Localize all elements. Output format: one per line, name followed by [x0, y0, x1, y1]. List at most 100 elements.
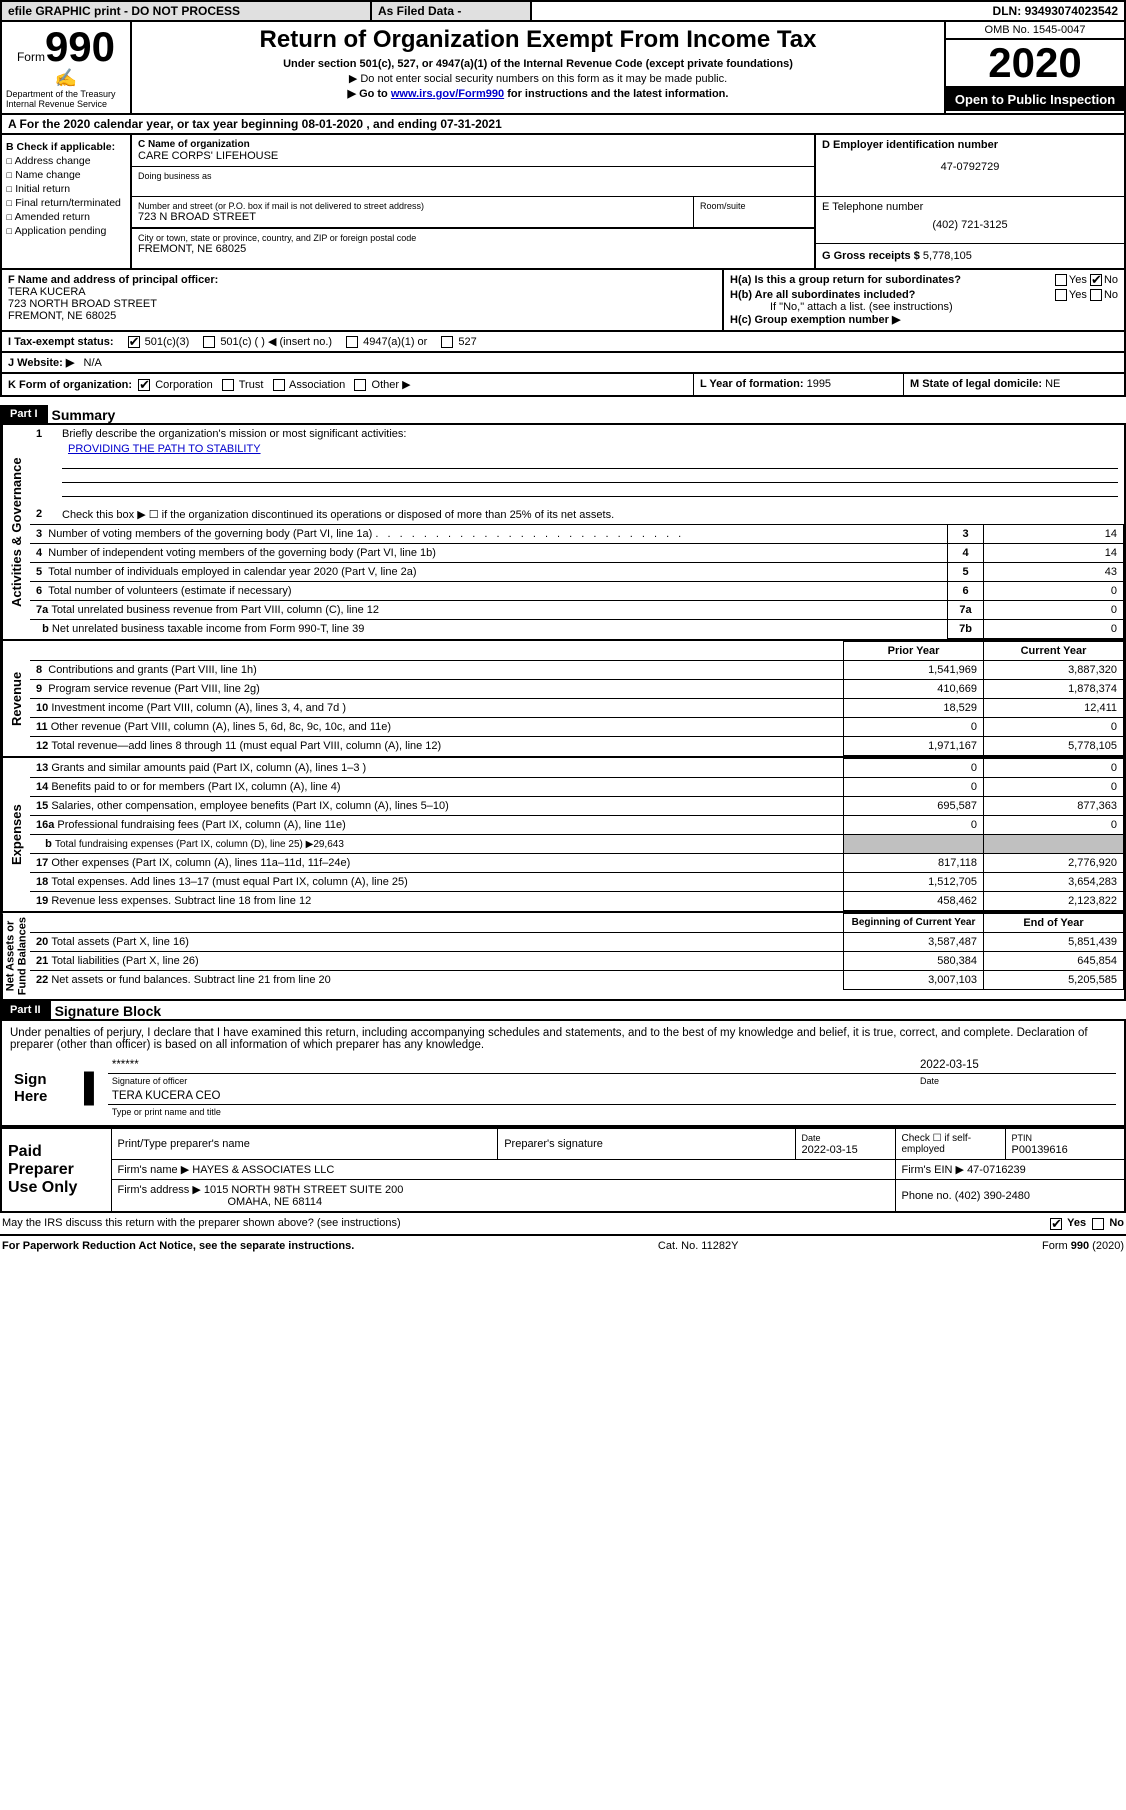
part-1-title: Summary — [52, 407, 116, 423]
room-label: Room/suite — [700, 201, 808, 211]
line-7a-text: Total unrelated business revenue from Pa… — [51, 604, 379, 616]
line-5-text: Total number of individuals employed in … — [48, 566, 416, 578]
phone-label: E Telephone number — [822, 201, 1118, 213]
net-assets-block: Net Assets or Fund Balances Beginning of… — [0, 913, 1126, 1001]
signature-block: Under penalties of perjury, I declare th… — [0, 1021, 1126, 1127]
paid-preparer-label: Paid Preparer Use Only — [1, 1128, 111, 1212]
paperwork-notice: For Paperwork Reduction Act Notice, see … — [2, 1240, 354, 1252]
discuss-yes-checkbox[interactable] — [1050, 1218, 1062, 1230]
checkbox-initial-return[interactable]: ☐ Initial return — [6, 183, 126, 195]
header-right: OMB No. 1545-0047 2020 Open to Public In… — [944, 22, 1124, 113]
footer-row: For Paperwork Reduction Act Notice, see … — [0, 1234, 1126, 1254]
hb-label: H(b) Are all subordinates included? — [730, 289, 915, 301]
mission-link[interactable]: PROVIDING THE PATH TO STABILITY — [68, 443, 261, 455]
type-name-label: Type or print name and title — [108, 1105, 1116, 1120]
line-3-text: Number of voting members of the governin… — [48, 528, 372, 540]
part-2-title: Signature Block — [55, 1003, 162, 1019]
tax-exempt-status: I Tax-exempt status: 501(c)(3) 501(c) ( … — [0, 332, 1126, 353]
ha-label: H(a) Is this a group return for subordin… — [730, 274, 961, 286]
line-2-text: Check this box ▶ ☐ if the organization d… — [62, 508, 1118, 521]
prep-date: 2022-03-15 — [802, 1144, 858, 1156]
header-sub1: Under section 501(c), 527, or 4947(a)(1)… — [142, 58, 934, 70]
sig-officer-label: Signature of officer — [108, 1074, 916, 1089]
line-6-text: Total number of volunteers (estimate if … — [48, 585, 291, 597]
form-footer: Form 990 (2020) — [1042, 1240, 1124, 1252]
side-label-activities: Activities & Governance — [2, 425, 30, 639]
ha-no-checkbox[interactable] — [1090, 274, 1102, 286]
goto-suffix: for instructions and the latest informat… — [504, 88, 728, 100]
principal-officer: F Name and address of principal officer:… — [2, 270, 724, 330]
ptin-label: PTIN — [1012, 1133, 1033, 1143]
value-5: 43 — [984, 563, 1124, 582]
beginning-header: Beginning of Current Year — [844, 914, 984, 933]
hb-note: If "No," attach a list. (see instruction… — [770, 301, 1118, 313]
other-checkbox[interactable] — [354, 379, 366, 391]
city-value: FREMONT, NE 68025 — [138, 243, 808, 255]
year-formation-label: L Year of formation: — [700, 378, 804, 390]
perjury-statement: Under penalties of perjury, I declare th… — [10, 1027, 1116, 1051]
gross-value: 5,778,105 — [923, 250, 972, 262]
dln-label: DLN: — [993, 4, 1022, 18]
col-b-header: B Check if applicable: — [6, 141, 126, 153]
value-3: 14 — [984, 525, 1124, 544]
checkbox-final-return[interactable]: ☐ Final return/terminated — [6, 197, 126, 209]
group-return: H(a) Is this a group return for subordin… — [724, 270, 1124, 330]
header-sub3: ▶ Go to www.irs.gov/Form990 for instruct… — [142, 87, 934, 100]
hb-no-checkbox[interactable] — [1090, 289, 1102, 301]
form-of-org: K Form of organization: Corporation Trus… — [2, 374, 694, 395]
discuss-text: May the IRS discuss this return with the… — [2, 1217, 1050, 1229]
officer-name: TERA KUCERA — [8, 286, 716, 298]
open-to-public: Open to Public Inspection — [946, 88, 1124, 111]
527-checkbox[interactable] — [441, 336, 453, 348]
row-a-tax-year: A For the 2020 calendar year, or tax yea… — [0, 115, 1126, 135]
checkbox-address-change[interactable]: ☐ Address change — [6, 155, 126, 167]
checkbox-app-pending[interactable]: ☐ Application pending — [6, 225, 126, 237]
activities-governance-block: Activities & Governance 1Briefly describ… — [0, 425, 1126, 641]
end-header: End of Year — [984, 914, 1124, 933]
revenue-table: Prior YearCurrent Year 8 Contributions a… — [30, 641, 1124, 756]
4947-checkbox[interactable] — [346, 336, 358, 348]
prior-year-header: Prior Year — [844, 642, 984, 661]
trust-checkbox[interactable] — [222, 379, 234, 391]
value-7a: 0 — [984, 601, 1124, 620]
value-6: 0 — [984, 582, 1124, 601]
self-employed-check[interactable]: Check ☐ if self-employed — [895, 1128, 1005, 1160]
officer-addr1: 723 NORTH BROAD STREET — [8, 298, 716, 310]
dln: DLN: 93493074023542 — [582, 1, 1125, 21]
street-address: 723 N BROAD STREET — [138, 211, 687, 223]
side-label-revenue: Revenue — [2, 641, 30, 756]
checkbox-name-change[interactable]: ☐ Name change — [6, 169, 126, 181]
firm-phone: (402) 390-2480 — [955, 1190, 1030, 1202]
ein-value: 47-0792729 — [822, 161, 1118, 173]
ptin-value: P00139616 — [1012, 1144, 1068, 1156]
tax-year: 2020 — [946, 40, 1124, 88]
ha-yes-checkbox[interactable] — [1055, 274, 1067, 286]
as-filed: As Filed Data - — [371, 1, 531, 21]
checkbox-amended[interactable]: ☐ Amended return — [6, 211, 126, 223]
website-value: N/A — [84, 357, 102, 369]
org-name-label: C Name of organization — [138, 139, 808, 150]
ein-label: D Employer identification number — [822, 139, 1118, 151]
prep-date-label: Date — [802, 1133, 821, 1143]
assoc-checkbox[interactable] — [273, 379, 285, 391]
irs-link[interactable]: www.irs.gov/Form990 — [391, 88, 504, 100]
discuss-no-checkbox[interactable] — [1092, 1218, 1104, 1230]
dept-label: Department of the Treasury Internal Reve… — [6, 89, 126, 109]
corp-checkbox[interactable] — [138, 379, 150, 391]
firm-ein-label: Firm's EIN ▶ — [902, 1164, 965, 1176]
top-bar: efile GRAPHIC print - DO NOT PROCESS As … — [0, 0, 1126, 22]
form-title: Return of Organization Exempt From Incom… — [142, 26, 934, 54]
hc-label: H(c) Group exemption number ▶ — [730, 313, 1118, 326]
signature-field[interactable]: ****** — [108, 1057, 916, 1074]
501c3-checkbox[interactable] — [128, 336, 140, 348]
expenses-table: 13 Grants and similar amounts paid (Part… — [30, 758, 1124, 911]
hb-yes-checkbox[interactable] — [1055, 289, 1067, 301]
section-f-h: F Name and address of principal officer:… — [0, 270, 1126, 332]
form-header: Form990 ✍ Department of the Treasury Int… — [0, 22, 1126, 115]
preparer-sig-header: Preparer's signature — [498, 1128, 795, 1160]
501c-checkbox[interactable] — [203, 336, 215, 348]
k-label: K Form of organization: — [8, 379, 132, 391]
domicile-value: NE — [1045, 378, 1060, 390]
line-1-text: Briefly describe the organization's miss… — [62, 428, 1118, 440]
part-2-header: Part II Signature Block — [0, 1001, 1126, 1021]
